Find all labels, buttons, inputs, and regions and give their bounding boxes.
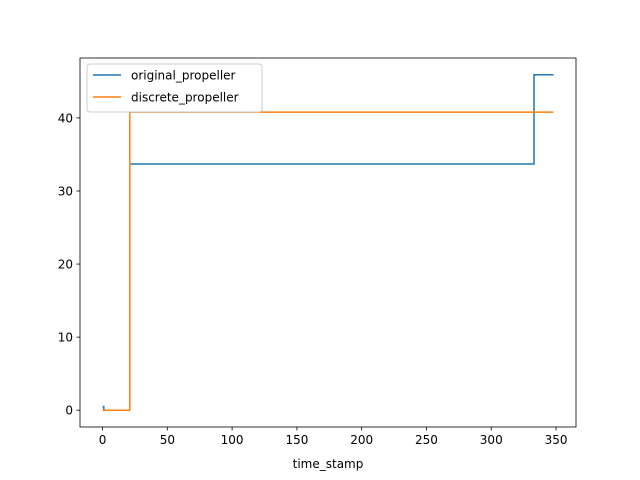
series-line-discrete-propeller (102, 111, 554, 411)
x-axis-title: time_stamp (293, 457, 364, 471)
legend-label-original-propeller: original_propeller (131, 69, 236, 83)
legend: original_propeller discrete_propeller (86, 63, 263, 113)
y-tick-label: 10 (58, 331, 73, 345)
axes-layer: 0 50 100 150 200 250 300 350 0 10 20 30 40 (58, 57, 577, 447)
series-layer (102, 74, 554, 411)
x-tick-label: 300 (480, 433, 503, 447)
x-tick-label: 100 (221, 433, 244, 447)
axes-frame (79, 57, 577, 428)
y-tick-label: 40 (58, 111, 73, 125)
x-tick-label: 0 (99, 433, 107, 447)
y-tick-label: 30 (58, 184, 73, 198)
x-tick-label: 350 (545, 433, 568, 447)
y-tick-label: 0 (65, 404, 73, 418)
y-tick-label: 20 (58, 258, 73, 272)
x-tick-label: 150 (285, 433, 308, 447)
x-tick-label: 200 (350, 433, 373, 447)
plot-area (102, 74, 554, 411)
x-tick-label: 250 (415, 433, 438, 447)
x-tick-label: 50 (160, 433, 175, 447)
legend-label-discrete-propeller: discrete_propeller (131, 91, 239, 105)
legend-box (86, 63, 263, 113)
